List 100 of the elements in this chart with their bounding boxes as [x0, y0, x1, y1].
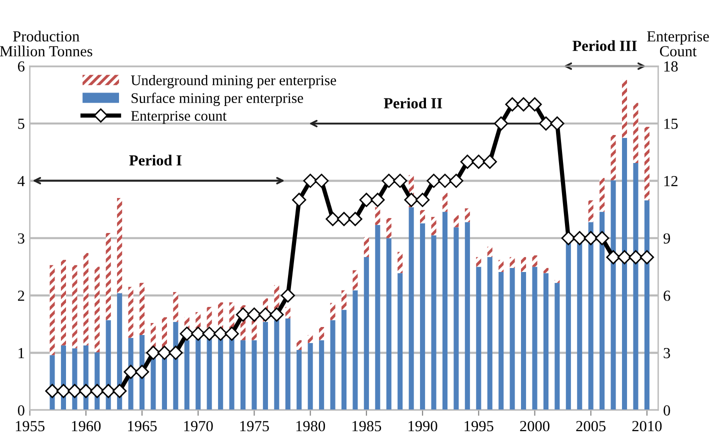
- point: [426, 174, 441, 188]
- bar: [308, 343, 313, 410]
- bar: [588, 222, 594, 410]
- point: [124, 364, 138, 379]
- bar: [644, 200, 650, 410]
- bar: [554, 282, 560, 410]
- bar: [60, 260, 66, 346]
- annotation: Period I: [129, 154, 182, 166]
- point: [505, 97, 520, 112]
- point: [393, 174, 408, 188]
- bar: [566, 241, 571, 410]
- bar: [431, 235, 436, 410]
- bar: [72, 265, 78, 348]
- bar: [398, 252, 403, 274]
- bar: [341, 290, 347, 310]
- point: [550, 116, 564, 131]
- x-tick-label: 1980: [296, 420, 326, 432]
- bar: [240, 340, 246, 410]
- point: [572, 231, 587, 246]
- point: [314, 174, 329, 188]
- bar: [364, 257, 369, 410]
- point: [415, 192, 430, 207]
- point: [247, 308, 262, 322]
- bar: [442, 192, 448, 212]
- legend-label: Underground mining per enterprise: [130, 74, 336, 88]
- bar: [588, 200, 594, 222]
- point: [617, 250, 632, 264]
- point: [168, 346, 183, 360]
- bar: [285, 318, 290, 410]
- point: [336, 212, 352, 226]
- text: Period III: [572, 40, 637, 52]
- point: [134, 364, 150, 379]
- point: [482, 154, 497, 169]
- bar: [454, 227, 459, 410]
- bar: [50, 265, 55, 356]
- bar: [442, 212, 448, 410]
- y2-tick-label: 6: [664, 290, 670, 301]
- y-tick-label: 0: [18, 405, 24, 416]
- bar: [521, 257, 526, 272]
- point: [404, 192, 418, 207]
- y2-tick-label: 15: [664, 118, 678, 129]
- bar: [577, 241, 582, 410]
- bar: [296, 350, 302, 410]
- x-tick-label: 1970: [184, 420, 213, 432]
- bar: [510, 257, 515, 268]
- y2-tick-label: 9: [664, 233, 670, 244]
- bar: [196, 337, 201, 410]
- bar: [352, 270, 358, 290]
- bar: [262, 322, 268, 410]
- point: [45, 384, 60, 398]
- point: [270, 308, 284, 322]
- bar: [330, 320, 336, 410]
- bar: [600, 178, 605, 212]
- point: [628, 250, 643, 264]
- bar: [140, 282, 145, 336]
- bar: [296, 340, 302, 350]
- point: [370, 192, 385, 207]
- bar: [386, 218, 392, 238]
- x-tick-label: 1990: [408, 420, 438, 432]
- y2-axis-title: Enterprise Count: [647, 31, 709, 56]
- x-tick-label: 1995: [464, 421, 494, 432]
- x-tick-label: 1985: [352, 420, 382, 432]
- point: [68, 384, 82, 398]
- bar: [487, 246, 492, 258]
- bar: [476, 257, 482, 267]
- point: [438, 174, 452, 188]
- point: [78, 384, 93, 398]
- point: [460, 154, 474, 169]
- bar: [498, 260, 504, 272]
- y-tick-label: 2: [18, 290, 24, 301]
- bar: [341, 310, 347, 410]
- bar: [319, 327, 324, 340]
- legend-label: Enterprise count: [131, 110, 227, 124]
- point: [224, 326, 239, 341]
- bar: [319, 340, 324, 410]
- bar: [330, 302, 336, 320]
- bar: [128, 286, 134, 338]
- bar: [184, 340, 190, 410]
- bar: [543, 273, 548, 410]
- bar: [543, 268, 548, 274]
- point: [449, 174, 464, 188]
- bar: [510, 268, 515, 410]
- y-tick-label: 1: [18, 348, 24, 358]
- bar: [117, 198, 122, 294]
- point: [303, 174, 318, 188]
- bar: [162, 358, 167, 410]
- bar: [375, 207, 380, 225]
- point: [258, 308, 273, 322]
- bar: [644, 126, 650, 200]
- bar: [285, 306, 290, 318]
- bar: [386, 238, 392, 410]
- point: [348, 212, 362, 226]
- point: [236, 308, 250, 322]
- bar: [420, 210, 426, 224]
- bar: [476, 266, 482, 410]
- bar: [487, 257, 492, 410]
- point: [528, 97, 542, 112]
- bar: [454, 215, 459, 228]
- point: [157, 346, 172, 360]
- bar: [308, 335, 313, 344]
